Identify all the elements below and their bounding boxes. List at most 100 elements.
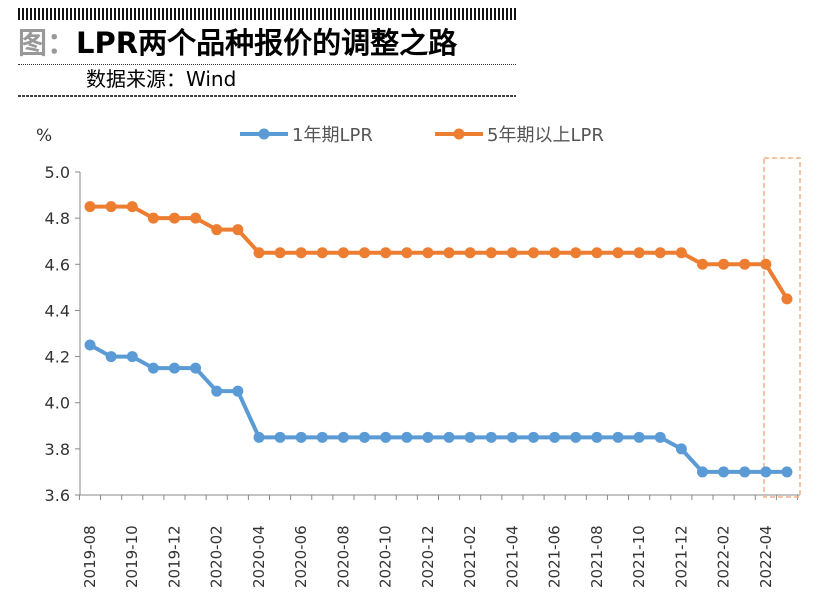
y-tick-label: 3.8 — [45, 440, 70, 459]
x-tick-label: 2020-08 — [334, 525, 352, 588]
data-point — [781, 466, 793, 478]
series-line-1 — [90, 204, 789, 300]
data-point — [168, 362, 180, 374]
data-point — [316, 431, 328, 443]
data-point — [380, 431, 392, 443]
y-tick-label: 5.0 — [45, 163, 70, 182]
x-tick-label: 2021-08 — [588, 525, 606, 588]
data-point — [570, 247, 582, 259]
data-point — [675, 247, 687, 259]
data-point — [591, 431, 603, 443]
data-point — [485, 431, 497, 443]
data-point — [612, 431, 624, 443]
data-point — [633, 431, 645, 443]
x-tick-label: 2020-02 — [208, 525, 226, 588]
highlight-box — [763, 157, 801, 498]
data-point — [549, 247, 561, 259]
data-point — [126, 351, 138, 363]
y-tick-label: 3.6 — [45, 486, 70, 505]
data-point — [232, 385, 244, 397]
data-point — [485, 247, 497, 259]
data-point — [253, 431, 265, 443]
source-note: 数据来源：Wind — [86, 67, 237, 91]
legend-marker — [258, 128, 270, 140]
data-point — [359, 431, 371, 443]
y-axis-label: % — [36, 126, 52, 146]
data-point — [549, 431, 561, 443]
legend-marker — [453, 128, 465, 140]
data-point — [422, 431, 434, 443]
data-point — [464, 431, 476, 443]
data-point — [211, 224, 223, 236]
data-point — [422, 247, 434, 259]
y-tick-label: 4.8 — [45, 209, 70, 228]
data-point — [380, 247, 392, 259]
data-point — [190, 212, 202, 224]
data-point — [506, 247, 518, 259]
x-tick-label: 2020-10 — [377, 525, 395, 588]
data-point — [359, 247, 371, 259]
data-point — [528, 431, 540, 443]
data-point — [739, 258, 751, 270]
data-point — [506, 431, 518, 443]
data-point — [253, 247, 265, 259]
x-tick-label: 2021-04 — [503, 525, 521, 588]
x-tick-label: 2021-12 — [672, 525, 690, 588]
data-point — [211, 385, 223, 397]
y-tick-label: 4.6 — [45, 255, 70, 274]
data-point — [105, 201, 117, 213]
header: 图：LPR两个品种报价的调整之路 数据来源：Wind — [18, 8, 516, 97]
data-point — [718, 258, 730, 270]
data-point — [528, 247, 540, 259]
data-point — [739, 466, 751, 478]
y-tick-label: 4.4 — [45, 301, 70, 320]
data-point — [232, 224, 244, 236]
data-point — [401, 247, 413, 259]
data-point — [147, 212, 159, 224]
data-point — [84, 201, 96, 213]
x-tick-label: 2020-04 — [250, 525, 268, 588]
data-point — [718, 466, 730, 478]
data-point — [675, 443, 687, 455]
data-point — [591, 247, 603, 259]
data-point — [654, 431, 666, 443]
data-point — [274, 431, 286, 443]
data-point — [760, 466, 772, 478]
x-tick-label: 2020-06 — [292, 525, 310, 588]
data-point — [612, 247, 624, 259]
decorative-bar — [18, 8, 516, 20]
x-tick-label: 2020-12 — [419, 525, 437, 588]
data-point — [147, 362, 159, 374]
x-tick-label: 2021-10 — [630, 525, 648, 588]
x-tick-label: 2022-04 — [757, 525, 775, 588]
data-point — [464, 247, 476, 259]
series-line-0 — [89, 343, 787, 474]
data-point — [443, 431, 455, 443]
divider — [18, 95, 516, 97]
page-title: 图：LPR两个品种报价的调整之路 — [18, 24, 516, 65]
data-point — [190, 362, 202, 374]
data-point — [696, 258, 708, 270]
data-point — [316, 247, 328, 259]
data-point — [654, 247, 666, 259]
x-tick-label: 2019-12 — [165, 525, 183, 588]
data-point — [274, 247, 286, 259]
data-point — [633, 247, 645, 259]
x-tick-label: 2021-02 — [461, 525, 479, 588]
data-point — [168, 212, 180, 224]
title-prefix: 图： — [18, 26, 77, 60]
x-tick-label: 2022-02 — [715, 525, 733, 588]
data-point — [760, 258, 772, 270]
data-point — [84, 339, 96, 351]
x-tick-label: 2019-10 — [123, 525, 141, 588]
data-point — [443, 247, 455, 259]
data-point — [337, 247, 349, 259]
data-point — [105, 351, 117, 363]
data-point — [401, 431, 413, 443]
data-point — [295, 247, 307, 259]
data-point — [295, 431, 307, 443]
x-tick-label: 2021-06 — [546, 525, 564, 588]
title-text: LPR两个品种报价的调整之路 — [76, 26, 458, 60]
data-point — [126, 201, 138, 213]
